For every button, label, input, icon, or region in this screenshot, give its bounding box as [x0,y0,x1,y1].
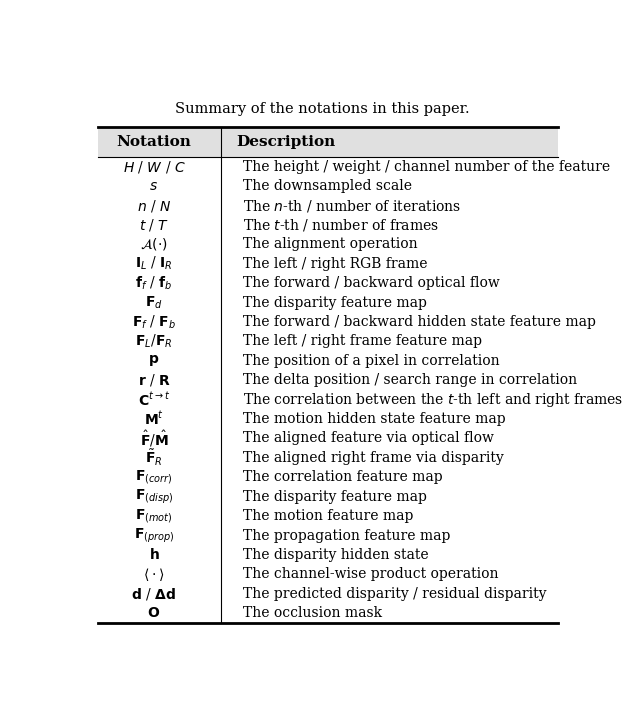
Text: $n$ / $N$: $n$ / $N$ [137,198,171,213]
Text: $\mathbf{F}_{(mot)}$: $\mathbf{F}_{(mot)}$ [135,507,173,525]
Text: $s$: $s$ [149,179,158,193]
Text: Description: Description [237,135,336,149]
Text: $t$ / $T$: $t$ / $T$ [139,217,169,233]
Text: $\mathbf{C}^{t\rightarrow t}$: $\mathbf{C}^{t\rightarrow t}$ [138,391,170,409]
Text: $\mathbf{F}_{(corr)}$: $\mathbf{F}_{(corr)}$ [135,468,173,486]
Text: The height / weight / channel number of the feature: The height / weight / channel number of … [242,160,610,174]
Text: The disparity feature map: The disparity feature map [242,490,426,503]
Text: The forward / backward optical flow: The forward / backward optical flow [242,276,499,290]
Text: $\mathbf{O}$: $\mathbf{O}$ [148,606,161,620]
Text: $\mathbf{F}_{(disp)}$: $\mathbf{F}_{(disp)}$ [135,488,173,506]
Text: The disparity hidden state: The disparity hidden state [242,548,428,562]
Text: $\mathbf{f}_f$ / $\mathbf{f}_b$: $\mathbf{f}_f$ / $\mathbf{f}_b$ [135,275,173,292]
Text: $\mathbf{p}$: $\mathbf{p}$ [148,353,160,369]
Text: The $n$-th / number of iterations: The $n$-th / number of iterations [242,198,461,213]
Text: The propagation feature map: The propagation feature map [242,529,450,542]
Text: Summary of the notations in this paper.: Summary of the notations in this paper. [175,102,469,116]
Text: The position of a pixel in correlation: The position of a pixel in correlation [242,354,499,368]
Text: $\tilde{\mathbf{F}}_R$: $\tilde{\mathbf{F}}_R$ [145,448,163,468]
Text: The alignment operation: The alignment operation [242,237,417,251]
Text: $H$ / $W$ / $C$: $H$ / $W$ / $C$ [122,159,185,174]
Text: $\langle\cdot\rangle$: $\langle\cdot\rangle$ [143,566,165,583]
Text: The motion feature map: The motion feature map [242,509,413,523]
Bar [98,127,558,157]
Text: $\mathbf{F}_f$ / $\mathbf{F}_b$: $\mathbf{F}_f$ / $\mathbf{F}_b$ [132,313,176,330]
Text: $\mathbf{F}_L$/$\mathbf{F}_R$: $\mathbf{F}_L$/$\mathbf{F}_R$ [135,333,173,350]
Text: The channel-wise product operation: The channel-wise product operation [242,568,498,581]
Text: The left / right RGB frame: The left / right RGB frame [242,257,427,271]
Text: The correlation feature map: The correlation feature map [242,470,442,484]
Text: $\mathbf{r}$ / $\mathbf{R}$: $\mathbf{r}$ / $\mathbf{R}$ [138,372,170,388]
Text: The correlation between the $t$-th left and right frames: The correlation between the $t$-th left … [242,390,623,409]
Text: The aligned feature via optical flow: The aligned feature via optical flow [242,431,494,445]
Text: The aligned right frame via disparity: The aligned right frame via disparity [242,451,503,465]
Text: The delta position / search range in correlation: The delta position / search range in cor… [242,373,577,388]
Text: $\mathbf{h}$: $\mathbf{h}$ [149,547,160,563]
Text: $\mathcal{A}(\cdot)$: $\mathcal{A}(\cdot)$ [140,237,168,252]
Text: The motion hidden state feature map: The motion hidden state feature map [242,412,505,426]
Text: The occlusion mask: The occlusion mask [242,606,382,620]
Text: The left / right frame feature map: The left / right frame feature map [242,335,482,349]
Text: $\mathbf{F}_d$: $\mathbf{F}_d$ [145,294,163,311]
Text: The $t$-th / number of frames: The $t$-th / number of frames [242,217,438,233]
Text: The disparity feature map: The disparity feature map [242,296,426,310]
Text: $\mathbf{F}_{(prop)}$: $\mathbf{F}_{(prop)}$ [134,527,174,545]
Text: The forward / backward hidden state feature map: The forward / backward hidden state feat… [242,315,595,329]
Text: $\mathbf{d}$ / $\boldsymbol{\Delta}\mathbf{d}$: $\mathbf{d}$ / $\boldsymbol{\Delta}\math… [131,586,176,602]
Text: Notation: Notation [117,135,192,149]
Text: $\mathbf{I}_L$ / $\mathbf{I}_R$: $\mathbf{I}_L$ / $\mathbf{I}_R$ [135,255,173,273]
Text: The downsampled scale: The downsampled scale [242,179,411,193]
Text: $\hat{\mathbf{F}}$/$\hat{\mathbf{M}}$: $\hat{\mathbf{F}}$/$\hat{\mathbf{M}}$ [139,429,168,448]
Text: The predicted disparity / residual disparity: The predicted disparity / residual dispa… [242,587,546,601]
Text: $\mathbf{M}^t$: $\mathbf{M}^t$ [144,410,164,428]
